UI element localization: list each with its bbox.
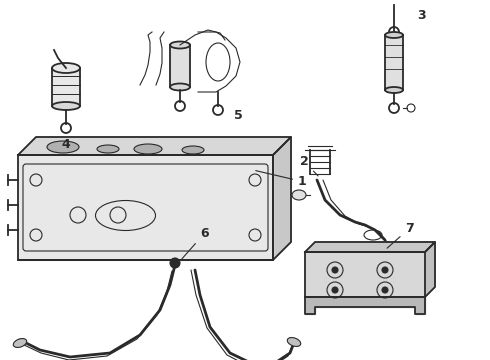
Circle shape <box>332 287 338 293</box>
Ellipse shape <box>292 190 306 200</box>
Bar <box>170 45 190 87</box>
Polygon shape <box>305 242 435 252</box>
Polygon shape <box>425 242 435 297</box>
Ellipse shape <box>134 144 162 154</box>
Ellipse shape <box>385 87 403 93</box>
Text: 4: 4 <box>62 138 71 151</box>
Text: 6: 6 <box>182 227 209 259</box>
Ellipse shape <box>170 41 190 49</box>
Text: 5: 5 <box>234 108 243 122</box>
Bar <box>52 68 80 106</box>
Ellipse shape <box>47 141 79 153</box>
Ellipse shape <box>385 32 403 38</box>
Polygon shape <box>273 137 291 260</box>
Ellipse shape <box>170 84 190 90</box>
Circle shape <box>170 258 180 268</box>
Text: 7: 7 <box>387 222 414 248</box>
Ellipse shape <box>182 146 204 154</box>
Polygon shape <box>305 252 425 297</box>
Text: 2: 2 <box>300 155 318 176</box>
Text: 1: 1 <box>256 171 307 188</box>
Polygon shape <box>18 137 291 155</box>
Polygon shape <box>18 155 273 260</box>
Bar <box>385 35 403 90</box>
Ellipse shape <box>13 338 27 347</box>
Ellipse shape <box>287 338 301 346</box>
Ellipse shape <box>52 102 80 110</box>
Ellipse shape <box>97 145 119 153</box>
Circle shape <box>332 267 338 273</box>
Text: 3: 3 <box>416 9 425 22</box>
Ellipse shape <box>52 63 80 73</box>
Circle shape <box>382 267 388 273</box>
Polygon shape <box>305 297 425 314</box>
Circle shape <box>382 287 388 293</box>
